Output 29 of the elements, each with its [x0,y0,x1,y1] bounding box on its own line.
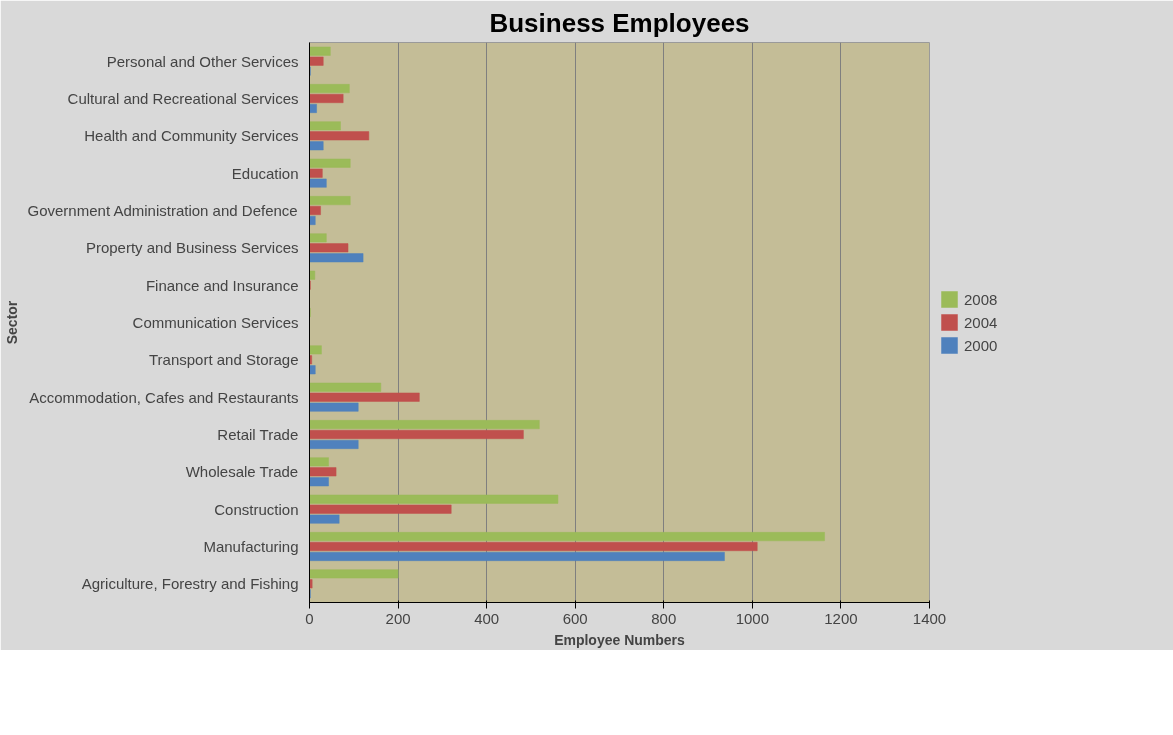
y-tick-label: Manufacturing [203,538,299,555]
y-tick-label: Wholesale Trade [185,463,299,481]
y-tick-label: Personal and Other Services [106,52,299,70]
chart-title: Business Employees [489,7,750,38]
x-tick-label: 1200 [824,609,858,627]
y-tick-label: Accommodation, Cafes and Restaurants [29,388,299,406]
y-tick-label: Health and Community Services [84,127,299,145]
y-tick-label: Cultural and Recreational Services [67,90,299,107]
x-tick-label: 400 [474,609,500,627]
x-tick-label: 0 [305,609,314,627]
y-tick-label: Transport and Storage [148,351,299,369]
y-tick-label: Retail Trade [217,426,299,443]
legend-label: 2004 [964,313,998,331]
y-tick-label: Agriculture, Forestry and Fishing [81,575,299,593]
x-tick-label: 600 [562,609,588,627]
y-tick-label: Property and Business Services [85,239,299,257]
y-tick-label: Finance and Insurance [145,276,299,294]
x-tick-label: 200 [385,609,411,627]
y-tick-label: Government Administration and Defence [27,202,298,219]
x-axis-title: Employee Numbers [554,631,686,648]
x-tick-label: 1400 [912,609,947,627]
y-tick-label: Communication Services [132,314,299,331]
x-tick-label: 1000 [735,609,770,627]
y-axis-title: Sector [3,300,20,345]
legend-label: 2008 [964,290,998,308]
y-tick-label: Education [231,164,299,182]
x-tick-label: 800 [651,609,677,627]
y-tick-label: Construction [214,500,299,518]
legend-label: 2000 [964,336,998,354]
